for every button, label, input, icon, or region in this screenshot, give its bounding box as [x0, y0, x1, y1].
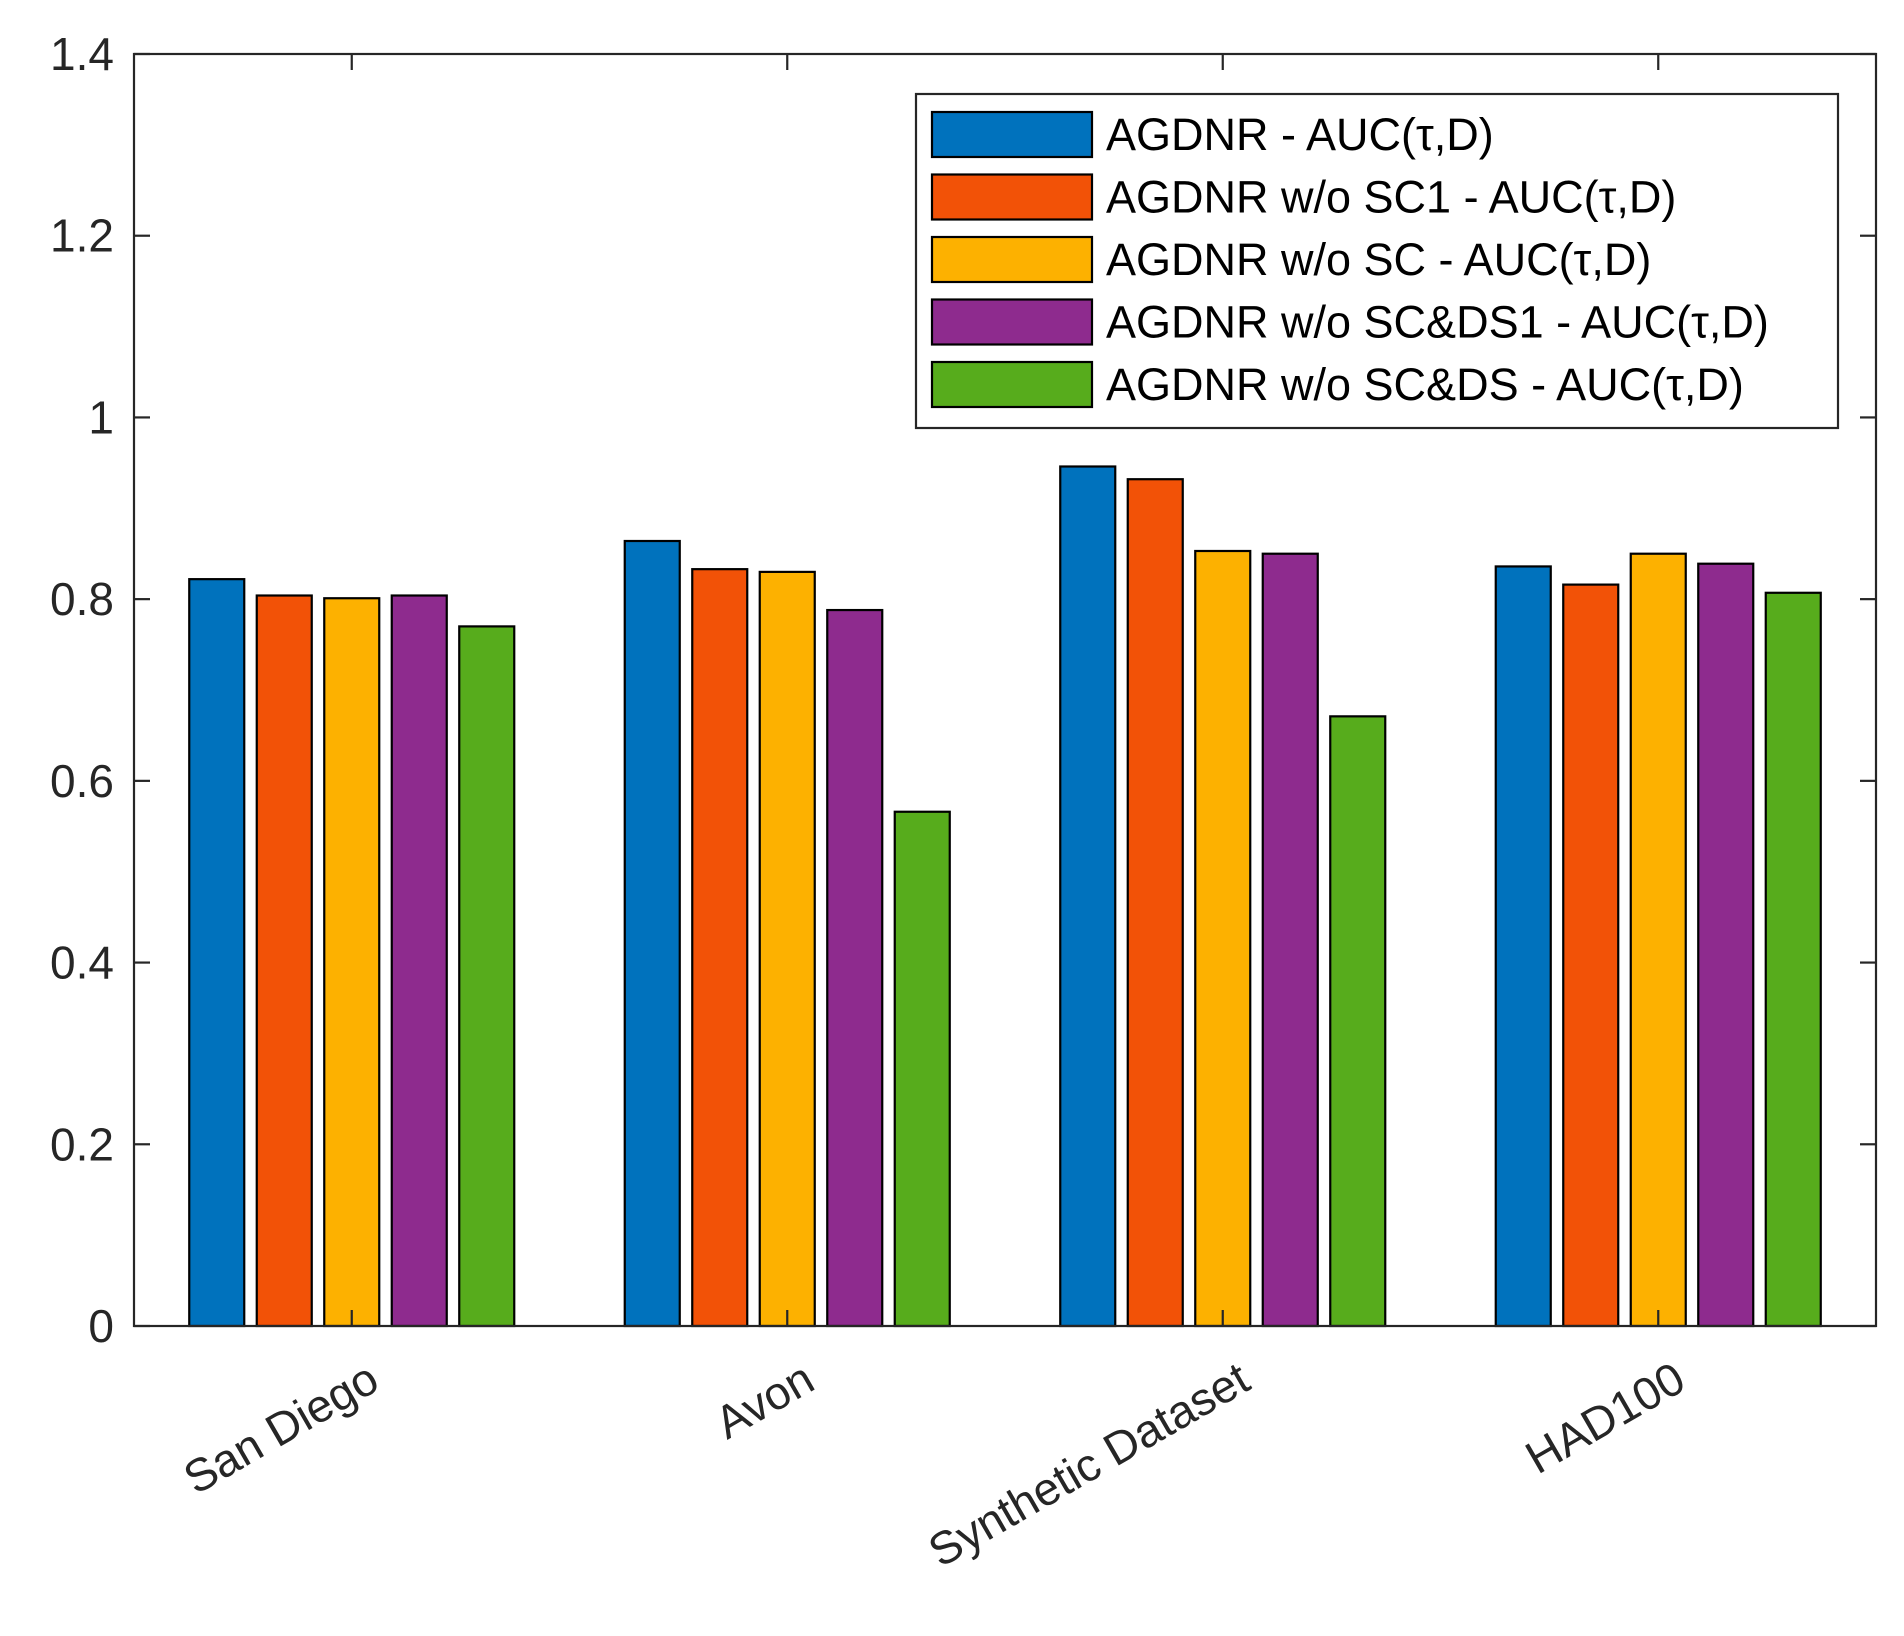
bar-2-avon	[691, 568, 749, 1328]
legend-swatch-3	[930, 235, 1094, 284]
x-tick-label: San Diego	[175, 1352, 387, 1504]
y-tick-label: 0	[88, 1300, 114, 1352]
plot-area-frame	[132, 52, 1878, 1328]
bar-4-had100	[1697, 562, 1755, 1328]
y-tick-label: 1	[88, 391, 114, 443]
legend-swatch-2	[930, 173, 1094, 221]
bars-layer	[188, 465, 1822, 1328]
y-tick-label: 0.4	[50, 937, 114, 989]
y-tick-label: 0.8	[50, 573, 114, 625]
bar-5-avon	[893, 810, 951, 1328]
bar-2-had100	[1562, 583, 1620, 1328]
bar-5-synthetic-dataset	[1329, 715, 1387, 1328]
legend-swatch-5	[930, 360, 1094, 409]
legend-label-3: AGDNR w/o SC - AUC(τ,D)	[1106, 234, 1651, 285]
legend-label-4: AGDNR w/o SC&DS1 - AUC(τ,D)	[1106, 297, 1769, 348]
x-tick-label: Synthetic Dataset	[920, 1352, 1258, 1577]
bar-3-synthetic-dataset	[1194, 549, 1252, 1328]
bar-5-san-diego	[458, 625, 516, 1328]
legend-label-1: AGDNR - AUC(τ,D)	[1106, 109, 1494, 160]
bar-4-synthetic-dataset	[1261, 552, 1319, 1328]
bar-1-synthetic-dataset	[1059, 465, 1117, 1328]
legend-swatch-4	[930, 298, 1094, 346]
bar-2-synthetic-dataset	[1126, 478, 1184, 1328]
bar-1-avon	[623, 539, 681, 1328]
y-axis: 0 0.2 0.4 0.6 0.8 1 1.2 1.4	[50, 28, 1876, 1352]
y-tick-label: 0.2	[50, 1118, 114, 1170]
y-tick-label: 1.4	[50, 28, 114, 80]
y-tick-label: 1.2	[50, 210, 114, 262]
bar-3-had100	[1629, 552, 1687, 1328]
x-tick-label: HAD100	[1517, 1352, 1694, 1484]
legend: AGDNR - AUC(τ,D) AGDNR w/o SC1 - AUC(τ,D)…	[914, 92, 1840, 430]
bar-5-had100	[1764, 591, 1822, 1328]
bar-3-avon	[758, 570, 816, 1328]
bar-3-san-diego	[323, 597, 381, 1328]
bar-4-san-diego	[390, 594, 448, 1328]
x-tick-label: Avon	[706, 1352, 822, 1449]
y-tick-label: 0.6	[50, 755, 114, 807]
bar-2-san-diego	[255, 594, 313, 1328]
legend-label-5: AGDNR w/o SC&DS - AUC(τ,D)	[1106, 359, 1744, 410]
bar-1-san-diego	[188, 578, 246, 1328]
bar-1-had100	[1494, 565, 1552, 1328]
legend-swatch-1	[930, 110, 1094, 159]
bar-4-avon	[826, 608, 884, 1328]
legend-label-2: AGDNR w/o SC1 - AUC(τ,D)	[1106, 172, 1676, 223]
